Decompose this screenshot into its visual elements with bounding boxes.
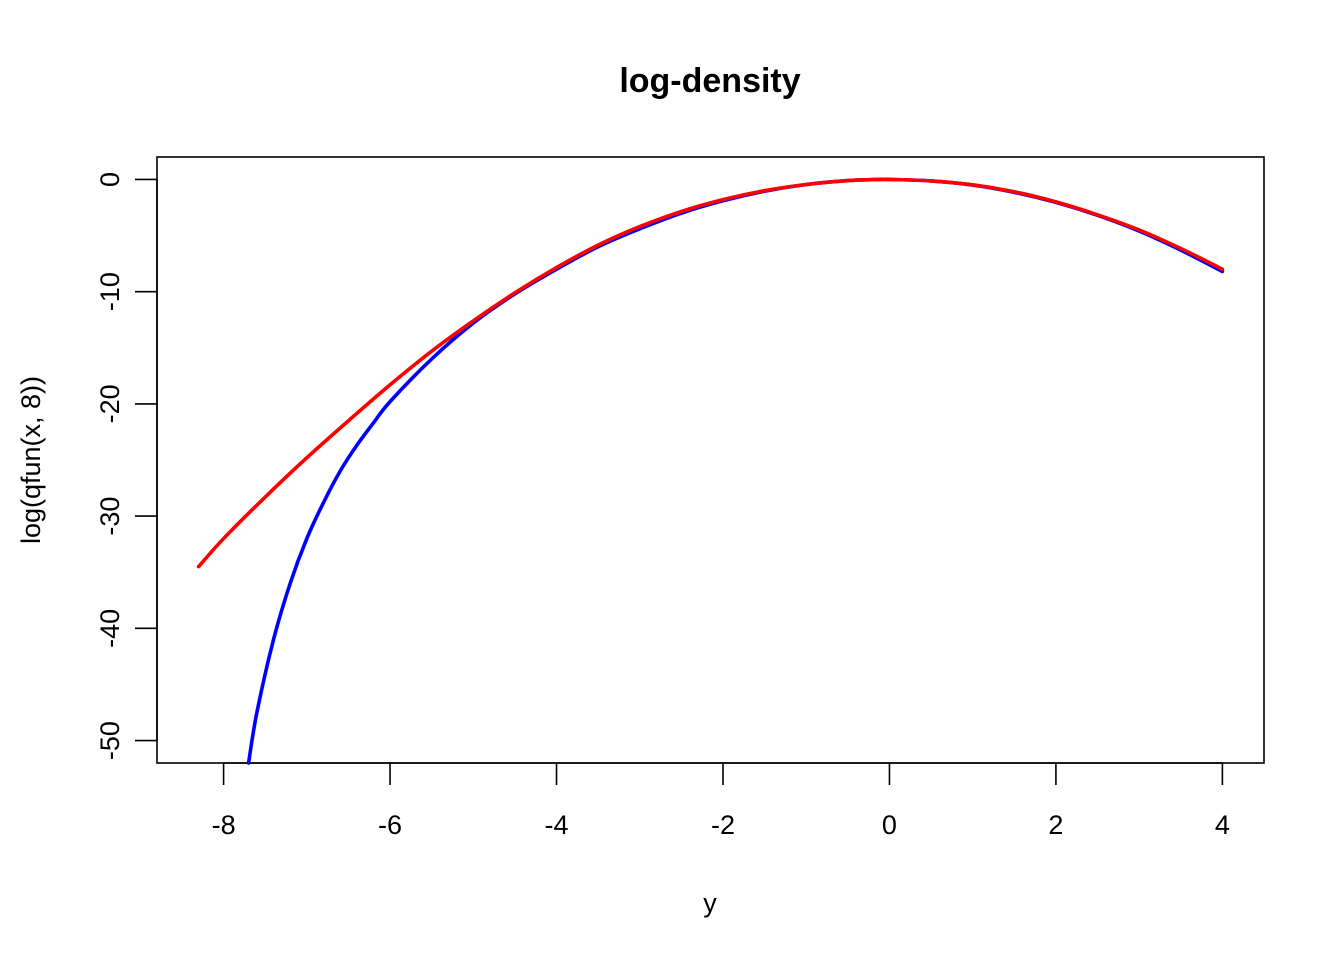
- y-axis-title: log(qfun(x, 8)): [16, 376, 46, 544]
- series-line-blue: [246, 177, 1225, 765]
- x-axis: -8 -6 -4 -2 0 2 4: [212, 762, 1230, 840]
- y-tick-label: -50: [95, 721, 125, 760]
- x-tick-label: 2: [1048, 810, 1063, 840]
- x-tick-label: 0: [882, 810, 897, 840]
- x-tick-label: -4: [545, 810, 569, 840]
- y-tick-label: 0: [95, 172, 125, 187]
- series-line-red: [196, 177, 1225, 569]
- y-tick-label: -30: [95, 497, 125, 536]
- x-tick-label: 4: [1215, 810, 1230, 840]
- plot-frame: [156, 156, 1265, 764]
- x-tick-label: -2: [711, 810, 735, 840]
- y-tick-label: -40: [95, 609, 125, 648]
- series-layer: [196, 177, 1225, 765]
- y-axis: 0 -10 -20 -30 -40 -50: [95, 172, 158, 760]
- x-tick-label: -8: [212, 810, 236, 840]
- x-tick-label: -6: [378, 810, 402, 840]
- x-axis-title: y: [703, 888, 717, 918]
- y-tick-label: -10: [95, 272, 125, 311]
- chart-title: log-density: [619, 62, 800, 100]
- y-tick-label: -20: [95, 384, 125, 423]
